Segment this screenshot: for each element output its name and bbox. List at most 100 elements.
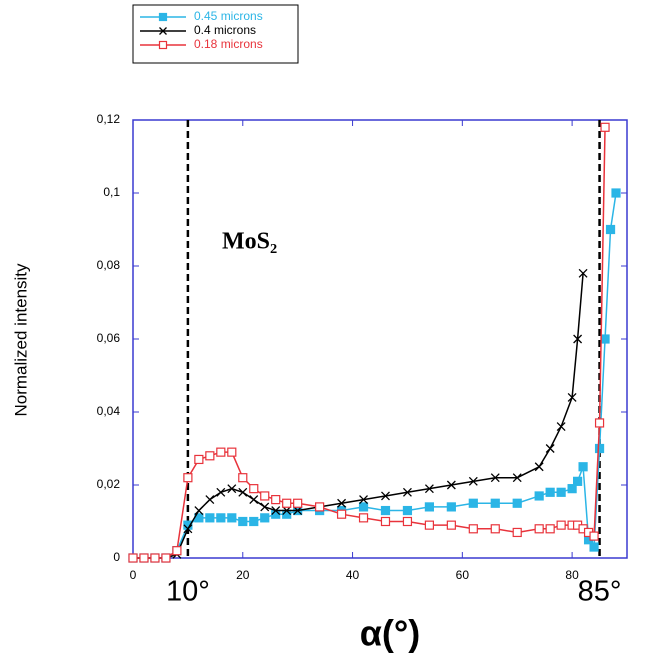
marker [381,491,390,501]
marker [573,334,583,344]
marker [545,524,555,534]
marker [600,334,610,344]
marker [216,447,226,457]
marker [293,498,303,508]
annotation: MoS₂ [222,229,277,255]
marker [468,476,478,486]
x-tick-label: 80 [565,568,579,582]
marker [572,476,583,486]
marker [172,546,182,556]
marker [183,473,193,483]
marker [380,505,391,516]
marker-stroke [271,506,281,516]
marker [194,454,204,465]
marker [594,418,605,428]
marker [589,531,599,541]
marker [271,506,281,516]
marker [227,447,237,457]
marker [249,484,259,494]
marker-stroke [205,495,215,505]
y-tick-label: 0,1 [103,185,120,199]
marker [468,524,478,534]
marker-stroke [468,476,478,486]
marker [161,553,171,563]
marker [611,188,621,198]
marker [402,505,413,516]
marker [512,498,522,508]
marker [402,516,413,527]
marker [567,392,577,402]
marker-stroke [534,462,544,472]
marker-stroke [490,473,500,483]
marker [556,422,566,432]
y-tick-label: 0 [113,550,120,564]
marker-stroke [238,487,248,497]
y-tick-label: 0,04 [97,404,121,418]
marker-stroke [260,502,270,512]
y-tick-label: 0,12 [97,112,121,126]
y-axis-label: Normalized intensity [11,263,30,417]
marker-stroke [512,473,522,483]
marker [150,553,160,563]
marker [282,498,292,508]
marker [128,553,138,563]
marker-stroke [159,27,167,35]
series-line [133,273,584,559]
marker [589,542,599,552]
marker [238,487,248,497]
marker-stroke [424,484,434,494]
marker [205,513,215,523]
legend-label: 0.4 microns [194,23,256,37]
marker [315,502,325,512]
marker [216,487,226,497]
legend-label: 0.45 microns [194,9,263,23]
marker [605,224,616,235]
marker [556,520,566,530]
marker [216,513,226,523]
x-tick-label: 60 [456,568,470,582]
marker [139,553,149,563]
series-line [133,127,606,559]
marker-stroke [446,480,456,490]
marker [490,473,500,483]
marker-stroke [381,491,390,501]
marker [490,524,500,534]
marker [358,502,369,512]
marker-stroke [573,334,583,344]
marker [260,513,270,523]
marker [260,502,270,512]
marker-stroke [337,498,347,508]
marker [227,484,237,494]
marker [402,487,412,497]
marker [512,527,522,538]
marker-stroke [293,506,303,516]
marker [545,487,555,497]
y-tick-label: 0,06 [97,331,121,345]
marker [567,484,577,494]
marker [534,491,544,501]
marker-stroke [194,506,204,516]
marker-stroke [556,422,566,432]
marker [205,495,215,505]
marker-stroke [249,495,259,505]
x-axis-label: α(°) [360,613,421,654]
marker [336,509,347,519]
marker [446,520,456,530]
marker [158,12,168,22]
marker [249,516,259,527]
marker [446,480,456,490]
marker [271,495,281,505]
marker [238,473,248,483]
x-tick-label: 0 [130,568,137,582]
reference-label: 10° [166,576,210,608]
y-tick-label: 0,08 [97,258,121,272]
marker [359,495,368,505]
marker [594,443,605,454]
marker [293,506,303,516]
marker-stroke [578,268,588,278]
marker-stroke [402,487,412,497]
marker [380,516,391,527]
marker [534,524,544,534]
marker [424,520,434,530]
marker [534,462,544,472]
